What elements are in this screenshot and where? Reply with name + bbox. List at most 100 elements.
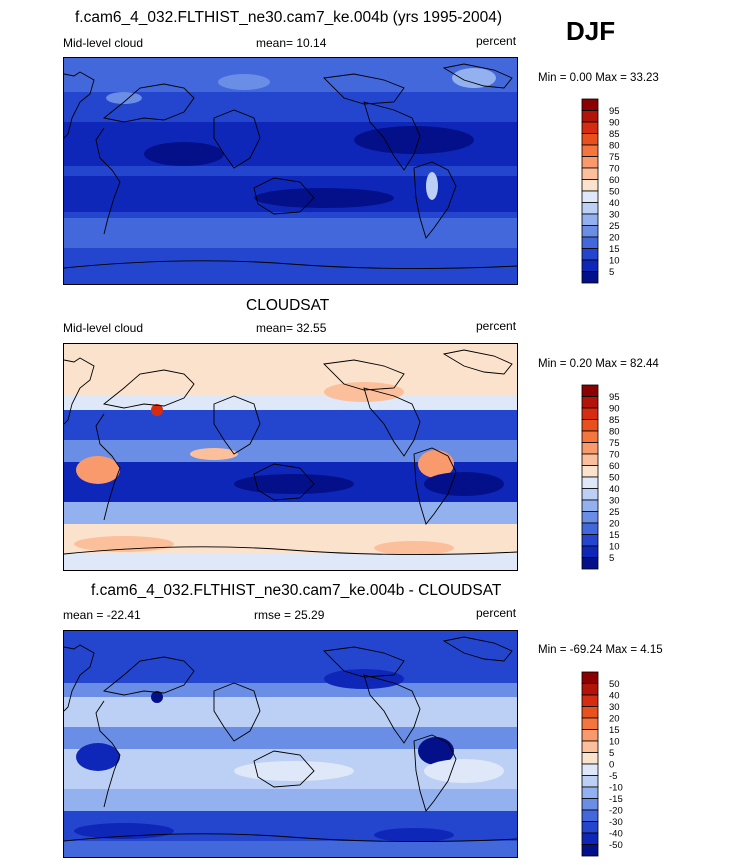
colorbar-swatch xyxy=(581,534,599,547)
colorbar-tick-label: 10 xyxy=(609,737,620,748)
colorbar-tick-label: 30 xyxy=(609,210,620,221)
colorbar-swatch xyxy=(581,499,599,512)
colorbar-swatch xyxy=(581,775,599,788)
panel-2-minmax: Min = 0.20 Max = 82.44 xyxy=(538,358,659,370)
colorbar-tick-label: 95 xyxy=(609,106,620,117)
season-label: DJF xyxy=(566,16,616,46)
colorbar-tick-label: 30 xyxy=(609,702,620,713)
colorbar-tick-label: -5 xyxy=(609,771,617,782)
colorbar-swatch xyxy=(581,683,599,696)
colorbar-tick-label: 90 xyxy=(609,118,620,129)
colorbar-swatch xyxy=(581,144,599,157)
colorbar-swatch xyxy=(581,453,599,466)
colorbar-swatch xyxy=(581,832,599,845)
panel-3-mean: mean = -22.41 xyxy=(63,608,141,622)
colorbar-swatch xyxy=(581,786,599,799)
colorbar-tick-label: 15 xyxy=(609,530,620,541)
colorbar-swatch xyxy=(581,110,599,123)
colorbar-swatch xyxy=(581,545,599,558)
colorbar-swatch xyxy=(581,430,599,443)
panel-3-units: percent xyxy=(476,606,517,620)
colorbar-tick-label: -50 xyxy=(609,840,623,851)
colorbar-tick-label: 80 xyxy=(609,141,620,152)
colorbar-tick-label: 50 xyxy=(609,679,620,690)
panel-2-units: percent xyxy=(476,319,517,333)
colorbar-tick-label: 75 xyxy=(609,152,620,163)
colorbar-swatch xyxy=(581,488,599,501)
panel-3-minmax: Min = -69.24 Max = 4.15 xyxy=(538,644,663,656)
colorbar-swatch xyxy=(581,190,599,203)
colorbar-tick-label: 15 xyxy=(609,725,620,736)
colorbar-swatch xyxy=(581,809,599,822)
colorbar-swatch xyxy=(581,213,599,226)
colorbar-tick-label: 20 xyxy=(609,519,620,530)
panel-1-units: percent xyxy=(476,34,517,48)
colorbar-swatch xyxy=(581,740,599,753)
colorbar-swatch xyxy=(581,98,599,111)
colorbar-swatch xyxy=(581,384,599,397)
colorbar-tick-label: 60 xyxy=(609,175,620,186)
panel-1-map xyxy=(63,57,518,285)
colorbar-swatch xyxy=(581,522,599,535)
panel-3-rmse: rmse = 25.29 xyxy=(254,608,325,622)
colorbar-tick-label: 0 xyxy=(609,760,614,771)
colorbar-swatch xyxy=(581,225,599,238)
colorbar-swatch xyxy=(581,763,599,776)
colorbar-swatch xyxy=(581,706,599,719)
colorbar-tick-label: 40 xyxy=(609,484,620,495)
colorbar-swatch xyxy=(581,133,599,146)
colorbar-swatch xyxy=(581,511,599,524)
colorbar-swatch xyxy=(581,694,599,707)
colorbar-tick-label: 75 xyxy=(609,438,620,449)
colorbar-tick-label: 10 xyxy=(609,256,620,267)
colorbar-swatch xyxy=(581,271,599,284)
colorbar-swatch xyxy=(581,167,599,180)
colorbar-swatch xyxy=(581,798,599,811)
colorbar-swatch xyxy=(581,442,599,455)
panel-2-left-label: Mid-level cloud xyxy=(63,321,144,335)
colorbar-swatch xyxy=(581,396,599,409)
colorbar-tick-label: -15 xyxy=(609,794,623,805)
colorbar-swatch xyxy=(581,476,599,489)
panel-2-colorbar: 95 90 85 80 75 70 60 50 40 30 25 20 15 10 5 xyxy=(581,384,642,571)
colorbar-tick-label: -30 xyxy=(609,817,623,828)
colorbar-tick-label: 5 xyxy=(609,553,614,564)
colorbar-tick-label: 5 xyxy=(609,267,614,278)
colorbar-tick-label: 5 xyxy=(609,748,614,759)
colorbar-tick-label: 10 xyxy=(609,542,620,553)
colorbar-swatch xyxy=(581,557,599,570)
colorbar-tick-label: 30 xyxy=(609,496,620,507)
panel-1-mean: mean= 10.14 xyxy=(256,36,327,50)
colorbar-tick-label: 70 xyxy=(609,164,620,175)
colorbar-swatch xyxy=(581,671,599,684)
colorbar-swatch xyxy=(581,821,599,834)
panel-1-title: f.cam6_4_032.FLTHIST_ne30.cam7_ke.004b (… xyxy=(75,9,503,26)
colorbar-tick-label: 85 xyxy=(609,415,620,426)
colorbar-tick-label: 40 xyxy=(609,198,620,209)
colorbar-tick-label: 20 xyxy=(609,233,620,244)
colorbar-tick-label: 25 xyxy=(609,507,620,518)
colorbar-swatch xyxy=(581,156,599,169)
colorbar-tick-label: 40 xyxy=(609,691,620,702)
colorbar-tick-label: 25 xyxy=(609,221,620,232)
colorbar-tick-label: 70 xyxy=(609,450,620,461)
colorbar-tick-label: 50 xyxy=(609,187,620,198)
panel-2-map xyxy=(63,343,518,571)
colorbar-swatch xyxy=(581,717,599,730)
colorbar-swatch xyxy=(581,752,599,765)
colorbar-tick-label: -20 xyxy=(609,806,623,817)
panel-3-map xyxy=(63,630,518,858)
panel-2-title: CLOUDSAT xyxy=(246,297,330,314)
colorbar-swatch xyxy=(581,259,599,272)
colorbar-tick-label: 60 xyxy=(609,461,620,472)
colorbar-swatch xyxy=(581,248,599,261)
colorbar-tick-label: 95 xyxy=(609,392,620,403)
colorbar-tick-label: 85 xyxy=(609,129,620,140)
colorbar-tick-label: 15 xyxy=(609,244,620,255)
panel-1-left-label: Mid-level cloud xyxy=(63,36,144,50)
colorbar-swatch xyxy=(581,465,599,478)
colorbar-tick-label: -40 xyxy=(609,829,623,840)
panel-3-title: f.cam6_4_032.FLTHIST_ne30.cam7_ke.004b -… xyxy=(91,582,502,599)
colorbar-swatch xyxy=(581,236,599,249)
panel-3-colorbar: 50 40 30 20 15 10 5 0 -5 -10 -15 -20 -30 -40 -50 xyxy=(581,671,642,858)
